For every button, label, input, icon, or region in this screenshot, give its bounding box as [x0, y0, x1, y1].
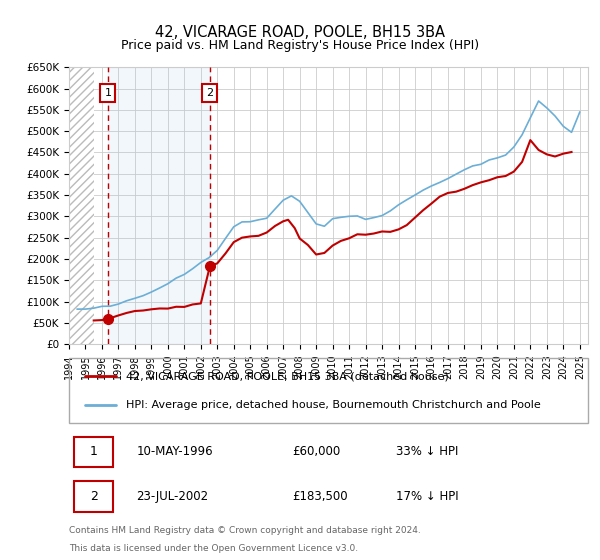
Text: This data is licensed under the Open Government Licence v3.0.: This data is licensed under the Open Gov… — [69, 544, 358, 553]
Text: 1: 1 — [90, 445, 98, 459]
Text: 1: 1 — [104, 88, 112, 98]
Text: 23-JUL-2002: 23-JUL-2002 — [136, 490, 209, 503]
Text: 42, VICARAGE ROAD, POOLE, BH15 3BA (detached house): 42, VICARAGE ROAD, POOLE, BH15 3BA (deta… — [126, 371, 449, 381]
Text: 17% ↓ HPI: 17% ↓ HPI — [396, 490, 458, 503]
FancyBboxPatch shape — [74, 481, 113, 512]
Text: 2: 2 — [90, 490, 98, 503]
Text: £183,500: £183,500 — [292, 490, 348, 503]
Text: 10-MAY-1996: 10-MAY-1996 — [136, 445, 213, 459]
Text: 2: 2 — [206, 88, 214, 98]
Text: 33% ↓ HPI: 33% ↓ HPI — [396, 445, 458, 459]
Text: 42, VICARAGE ROAD, POOLE, BH15 3BA: 42, VICARAGE ROAD, POOLE, BH15 3BA — [155, 25, 445, 40]
Text: Contains HM Land Registry data © Crown copyright and database right 2024.: Contains HM Land Registry data © Crown c… — [69, 526, 421, 535]
Bar — [108, 67, 210, 344]
Text: £60,000: £60,000 — [292, 445, 340, 459]
Text: Price paid vs. HM Land Registry's House Price Index (HPI): Price paid vs. HM Land Registry's House … — [121, 39, 479, 52]
FancyBboxPatch shape — [74, 437, 113, 467]
Text: HPI: Average price, detached house, Bournemouth Christchurch and Poole: HPI: Average price, detached house, Bour… — [126, 400, 541, 410]
